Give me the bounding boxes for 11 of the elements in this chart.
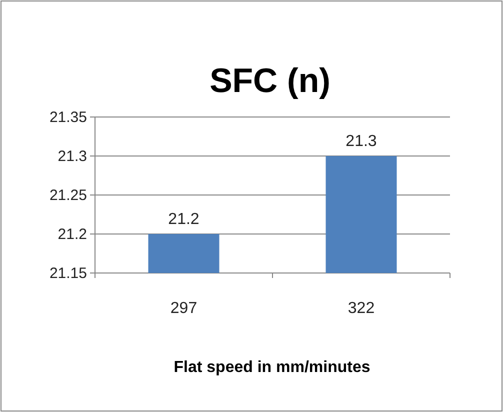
x-tick-label: 322 bbox=[348, 300, 375, 317]
y-tick-label: 21.15 bbox=[49, 265, 87, 282]
y-tick-label: 21.25 bbox=[49, 187, 87, 204]
x-axis-title: Flat speed in mm/minutes bbox=[174, 359, 370, 376]
chart-title: SFC (n) bbox=[210, 62, 330, 100]
data-label: 21.3 bbox=[346, 133, 377, 150]
y-tick-label: 21.35 bbox=[49, 109, 87, 126]
data-label: 21.2 bbox=[168, 211, 200, 228]
y-tick-label: 21.3 bbox=[58, 148, 87, 165]
x-tick-label: 297 bbox=[170, 300, 198, 317]
y-tick-label: 21.2 bbox=[58, 226, 87, 243]
